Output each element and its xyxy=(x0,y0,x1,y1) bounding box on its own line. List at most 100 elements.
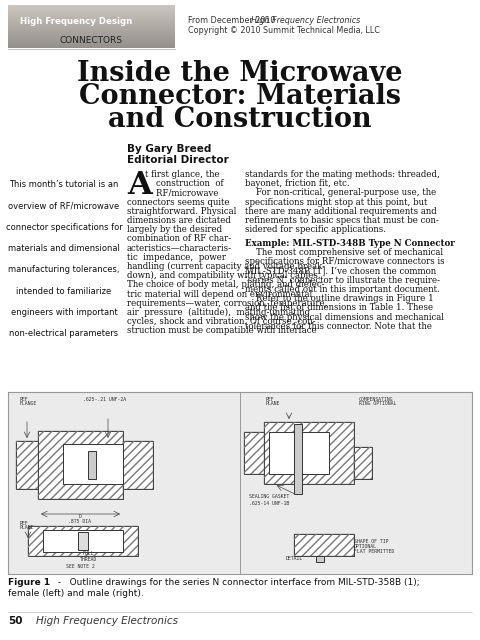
Bar xyxy=(8,17,175,18)
Text: dimensions are dictated: dimensions are dictated xyxy=(127,216,231,225)
Text: straightforward. Physical: straightforward. Physical xyxy=(127,207,236,216)
Bar xyxy=(294,424,302,494)
Text: FULL
THREAD: FULL THREAD xyxy=(79,551,96,562)
Text: 50: 50 xyxy=(8,616,23,626)
Text: PLANE: PLANE xyxy=(20,525,35,530)
Bar xyxy=(8,42,175,43)
Bar xyxy=(269,432,329,474)
Text: High Frequency Design: High Frequency Design xyxy=(20,17,132,26)
Bar xyxy=(264,422,354,484)
Bar xyxy=(354,447,372,479)
Bar xyxy=(8,24,175,25)
Text: cycles, shock and vibration. Of course, con-: cycles, shock and vibration. Of course, … xyxy=(127,317,315,326)
Bar xyxy=(8,16,175,17)
Text: combination of RF char-: combination of RF char- xyxy=(127,234,231,243)
Text: tic  impedance,  power: tic impedance, power xyxy=(127,253,226,262)
Text: The most comprehensive set of mechanical: The most comprehensive set of mechanical xyxy=(245,248,443,257)
Text: Example: MIL-STD-348B Type N Connector: Example: MIL-STD-348B Type N Connector xyxy=(245,239,455,248)
Text: Editorial Director: Editorial Director xyxy=(127,155,229,165)
Text: COMPENSATING: COMPENSATING xyxy=(359,397,394,402)
Text: Copyright © 2010 Summit Technical Media, LLC: Copyright © 2010 Summit Technical Media,… xyxy=(188,26,380,35)
Bar xyxy=(294,534,354,556)
Bar xyxy=(8,47,175,48)
Text: construction  of: construction of xyxy=(145,179,224,188)
Bar xyxy=(8,7,175,8)
Text: OPTIONAL: OPTIONAL xyxy=(354,544,377,549)
Text: D: D xyxy=(79,514,82,519)
Text: intended to familiarize: intended to familiarize xyxy=(16,287,112,296)
Text: SEE NOTE 2: SEE NOTE 2 xyxy=(66,564,95,569)
Bar xyxy=(8,26,175,27)
Text: REF: REF xyxy=(20,397,29,402)
Bar xyxy=(38,431,123,499)
Text: show the physical dimensions and mechanical: show the physical dimensions and mechani… xyxy=(245,312,444,321)
Text: High Frequency Electronics: High Frequency Electronics xyxy=(36,616,178,626)
Text: REF: REF xyxy=(20,521,29,526)
Bar xyxy=(8,29,175,30)
Text: CONNECTORS: CONNECTORS xyxy=(60,36,123,45)
Text: struction must be compatible with interface: struction must be compatible with interf… xyxy=(127,326,317,335)
Text: High Frequency Electronics: High Frequency Electronics xyxy=(251,16,360,25)
Bar xyxy=(244,432,264,474)
Text: specifications might stop at this point, but: specifications might stop at this point,… xyxy=(245,198,427,207)
Text: non-electrical parameters: non-electrical parameters xyxy=(10,329,119,338)
Bar xyxy=(8,32,175,33)
Bar xyxy=(16,441,38,489)
Bar xyxy=(264,422,354,484)
Text: air  pressure  (altitude),  mating-unmating: air pressure (altitude), mating-unmating xyxy=(127,308,310,317)
Text: This month’s tutorial is an: This month’s tutorial is an xyxy=(9,180,119,189)
Bar xyxy=(123,441,153,489)
Text: FLANGE: FLANGE xyxy=(20,401,37,406)
Text: t first glance, the: t first glance, the xyxy=(145,170,220,179)
Text: From December 2010: From December 2010 xyxy=(188,16,278,25)
Bar xyxy=(8,36,175,37)
Bar xyxy=(316,556,324,562)
Text: RF/microwave: RF/microwave xyxy=(145,188,218,197)
Bar xyxy=(38,431,123,499)
Bar xyxy=(28,526,138,556)
Text: A: A xyxy=(127,170,152,201)
Bar xyxy=(294,534,354,556)
Text: SEALING GASKET: SEALING GASKET xyxy=(249,494,289,499)
Bar xyxy=(8,25,175,26)
Bar xyxy=(8,22,175,23)
Text: FLAT PERMITTED: FLAT PERMITTED xyxy=(354,549,394,554)
Bar xyxy=(88,451,96,479)
Bar xyxy=(8,14,175,15)
Bar xyxy=(8,10,175,11)
Text: connectors seems quite: connectors seems quite xyxy=(127,198,229,207)
Text: Connector: Materials: Connector: Materials xyxy=(79,83,401,110)
Bar xyxy=(16,441,38,489)
Text: Figure 1: Figure 1 xyxy=(8,578,50,587)
Text: specifications for RF/microwave connectors is: specifications for RF/microwave connecto… xyxy=(245,257,444,266)
Bar xyxy=(8,27,175,28)
Text: engineers with important: engineers with important xyxy=(11,308,118,317)
Bar xyxy=(8,38,175,39)
Bar xyxy=(8,20,175,21)
Bar xyxy=(8,15,175,16)
Text: there are many additional requirements and: there are many additional requirements a… xyxy=(245,207,437,216)
Bar xyxy=(8,9,175,10)
Bar xyxy=(8,11,175,12)
Text: ‘series N’ connector to illustrate the require-: ‘series N’ connector to illustrate the r… xyxy=(245,276,440,285)
Text: ments called out in this important document.: ments called out in this important docum… xyxy=(245,285,440,294)
Text: bayonet, friction fit, etc.: bayonet, friction fit, etc. xyxy=(245,179,349,188)
Text: RING OPTIONAL: RING OPTIONAL xyxy=(359,401,396,406)
Bar xyxy=(8,5,175,6)
Bar xyxy=(8,23,175,24)
Bar xyxy=(8,28,175,29)
Text: and Construction: and Construction xyxy=(108,106,372,133)
Bar xyxy=(123,441,153,489)
Text: SHAPE OF TIP: SHAPE OF TIP xyxy=(354,539,388,544)
Bar xyxy=(8,40,175,41)
Text: standards for the mating methods: threaded,: standards for the mating methods: thread… xyxy=(245,170,440,179)
Bar xyxy=(8,44,175,45)
Text: refinements to basic specs that must be con-: refinements to basic specs that must be … xyxy=(245,216,439,225)
Text: For non-critical, general-purpose use, the: For non-critical, general-purpose use, t… xyxy=(245,188,436,197)
Text: The choice of body metal, plating, and dielec-: The choice of body metal, plating, and d… xyxy=(127,280,324,289)
Text: and the list of dimensions in Table 1. These: and the list of dimensions in Table 1. T… xyxy=(245,303,433,312)
Bar xyxy=(8,30,175,31)
Bar xyxy=(354,447,372,479)
Text: handling (current capacity and voltage break-: handling (current capacity and voltage b… xyxy=(127,262,325,271)
Bar xyxy=(8,43,175,44)
